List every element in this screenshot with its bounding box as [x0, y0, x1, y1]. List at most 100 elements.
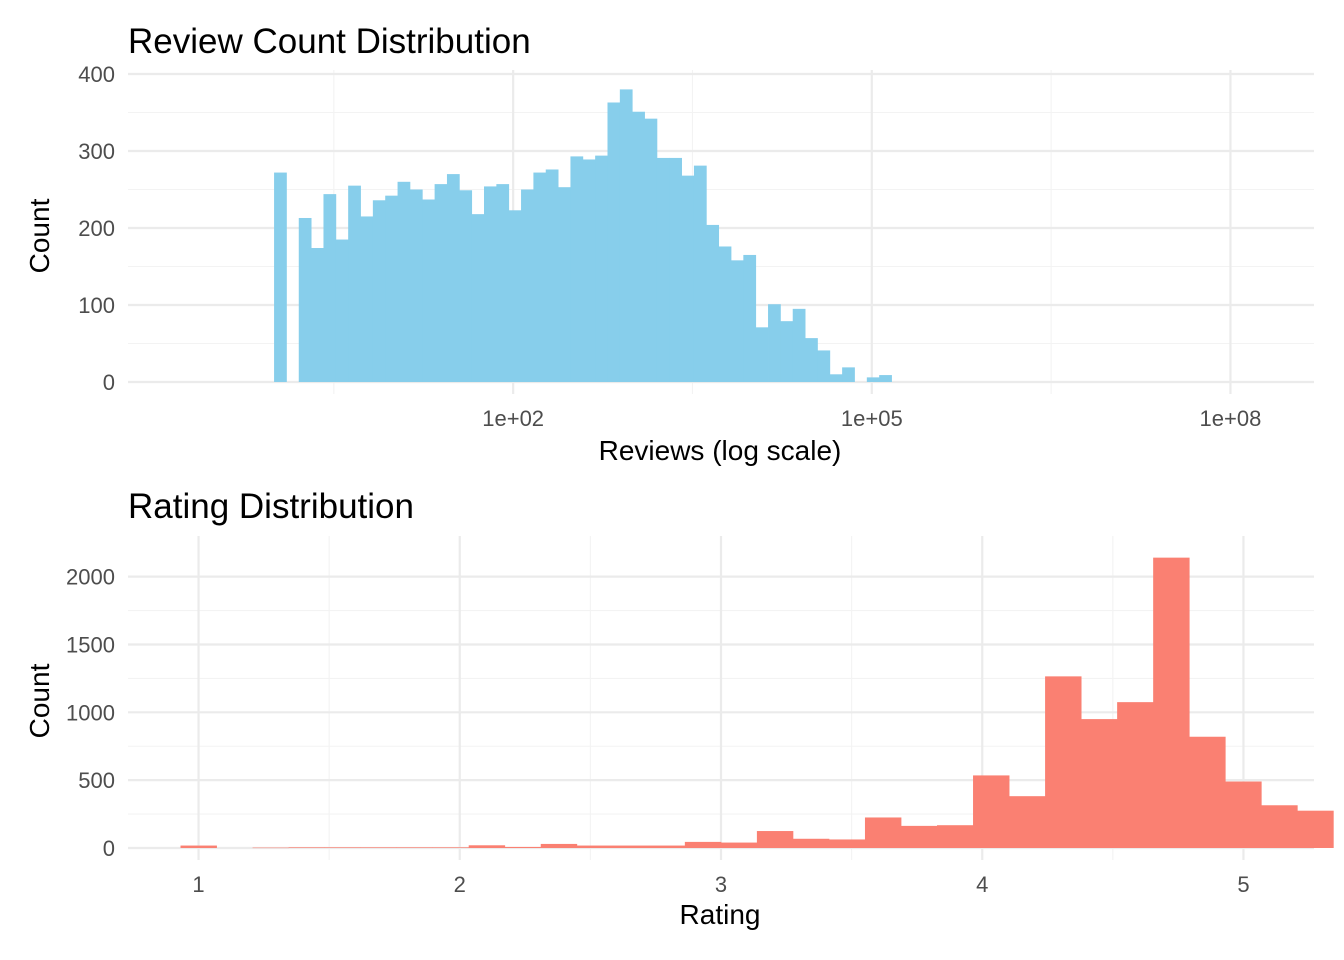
review-count-x-ticks: 1e+02 1e+05 1e+08 — [482, 406, 1261, 431]
rating-chart: 0 500 1000 1500 2000 1 2 3 4 5 Rating Distributi… — [24, 487, 1334, 930]
histogram-bar — [656, 157, 670, 382]
histogram-bar — [706, 224, 720, 382]
histogram-bar — [817, 350, 831, 382]
y-axis-label: Count — [24, 198, 55, 273]
y-tick-label: 300 — [78, 139, 115, 164]
histogram-bar — [805, 338, 818, 382]
y-tick-label: 200 — [78, 216, 115, 241]
histogram-bar — [1153, 557, 1190, 848]
histogram-bar — [484, 186, 497, 382]
y-tick-label: 1000 — [66, 700, 115, 725]
x-tick-label: 1 — [192, 872, 204, 897]
histogram-bar — [434, 184, 448, 382]
histogram-bar — [558, 187, 571, 382]
histogram-bar — [607, 102, 621, 383]
histogram-bar — [718, 246, 732, 382]
histogram-bar — [644, 118, 658, 382]
y-tick-label: 2000 — [66, 565, 115, 590]
histogram-bar — [446, 174, 460, 382]
histogram-bar — [1297, 810, 1334, 848]
y-tick-label: 1500 — [66, 632, 115, 657]
histogram-bar — [360, 216, 374, 382]
histogram-bar — [1009, 796, 1046, 848]
review-count-chart: 0 100 200 300 400 1e+02 1e+05 1e+08 Review Cou… — [24, 22, 1314, 466]
rating-bars — [180, 557, 1334, 849]
x-tick-label: 1e+02 — [482, 406, 544, 431]
histogram-bar — [335, 239, 349, 382]
histogram-bar — [780, 321, 794, 382]
x-tick-label: 2 — [454, 872, 466, 897]
histogram-bar — [681, 175, 695, 382]
histogram-bar — [409, 189, 423, 382]
histogram-bar — [1045, 676, 1082, 848]
histogram-bar — [397, 181, 411, 382]
y-tick-label: 100 — [78, 293, 115, 318]
histogram-bar — [298, 217, 312, 382]
histogram-bar — [900, 825, 938, 848]
histogram-bar — [468, 845, 506, 848]
histogram-bar — [521, 189, 534, 382]
histogram-bar — [1117, 702, 1154, 848]
histogram-bar — [372, 200, 386, 382]
histogram-bar — [324, 847, 362, 848]
histogram-bar — [545, 169, 559, 382]
histogram-bar — [311, 248, 324, 382]
review-count-y-ticks: 0 100 200 300 400 — [78, 62, 115, 395]
histogram-bar — [1189, 736, 1226, 848]
histogram-bar — [1225, 781, 1262, 848]
histogram-bar — [540, 843, 578, 848]
y-tick-label: 400 — [78, 62, 115, 87]
histogram-bar — [422, 199, 436, 382]
histogram-bar — [288, 847, 326, 848]
histogram-bar — [533, 172, 547, 382]
histogram-bar — [973, 775, 1010, 848]
histogram-bar — [360, 847, 398, 848]
histogram-bar — [595, 155, 608, 382]
histogram-bar — [829, 374, 843, 382]
histogram-bar — [459, 190, 473, 382]
histogram-bar — [252, 847, 289, 849]
histogram-bar — [274, 172, 287, 382]
histogram-bar — [937, 825, 974, 848]
histogram-bar — [730, 260, 744, 382]
histogram-bar — [842, 367, 855, 382]
histogram-bar — [180, 845, 217, 848]
histogram-bar — [348, 185, 361, 382]
histogram-bar — [612, 845, 650, 848]
chart-title: Review Count Distribution — [128, 22, 531, 61]
histogram-bar — [864, 817, 902, 848]
histogram-bar — [648, 845, 686, 848]
histogram-bar — [576, 845, 614, 848]
histogram-bar — [632, 111, 645, 382]
histogram-bar — [768, 304, 781, 382]
y-tick-label: 500 — [78, 768, 115, 793]
histogram-bar — [570, 156, 584, 382]
review-count-panel: 0 100 200 300 400 1e+02 1e+05 1e+08 Review Cou… — [0, 0, 1344, 470]
histogram-bar — [471, 214, 485, 382]
histogram-bar — [693, 165, 707, 382]
rating-x-ticks: 1 2 3 4 5 — [192, 872, 1249, 897]
histogram-bar — [323, 194, 337, 382]
histogram-bar — [669, 157, 682, 382]
histogram-bar — [385, 195, 398, 382]
y-axis-label: Count — [24, 663, 55, 738]
histogram-bar — [828, 839, 866, 848]
histogram-bar — [743, 254, 757, 382]
y-tick-label: 0 — [103, 370, 115, 395]
x-axis-label: Rating — [680, 899, 761, 930]
histogram-bar — [720, 842, 758, 848]
y-tick-label: 0 — [103, 836, 115, 861]
histogram-bar — [432, 847, 470, 848]
histogram-bar — [684, 841, 722, 848]
histogram-bar — [792, 308, 806, 382]
histogram-bar — [755, 327, 769, 382]
histogram-bar — [396, 847, 434, 848]
histogram-bar — [879, 375, 892, 382]
x-tick-label: 3 — [715, 872, 727, 897]
histogram-bar — [866, 377, 880, 382]
rating-panel: 0 500 1000 1500 2000 1 2 3 4 5 Rating Distributi… — [0, 470, 1344, 940]
histogram-bar — [1261, 805, 1298, 848]
rating-y-ticks: 0 500 1000 1500 2000 — [66, 565, 115, 861]
histogram-bar — [619, 89, 633, 383]
